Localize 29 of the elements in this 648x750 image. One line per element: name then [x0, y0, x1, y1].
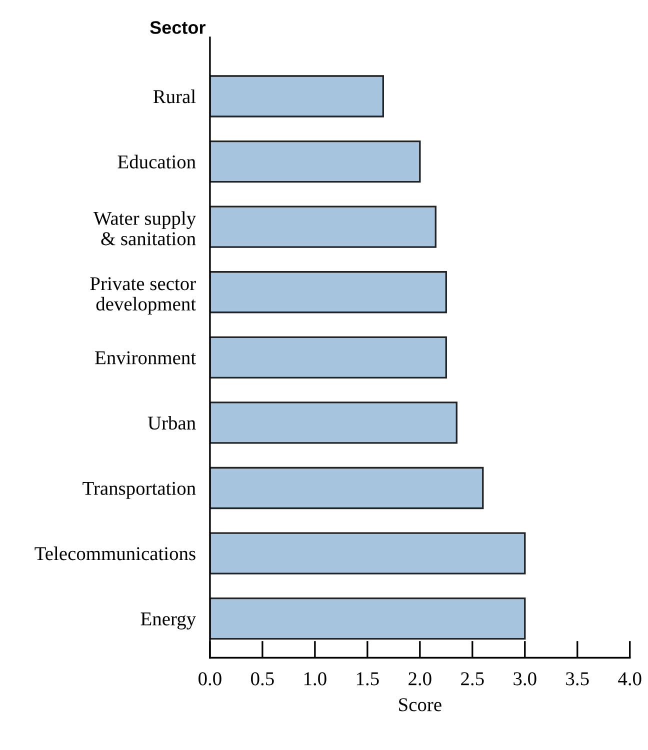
y-tick-label: Telecommunications — [34, 546, 196, 560]
bar — [210, 466, 484, 510]
bar — [210, 402, 458, 444]
y-tick-label: Private sector development — [90, 277, 196, 315]
x-tick-label: 3.5 — [566, 672, 589, 686]
y-tick-label: Education — [118, 154, 196, 168]
y-tick-label: Transportation — [82, 482, 196, 499]
x-tick-label: 2.0 — [408, 672, 432, 686]
bar — [210, 532, 526, 574]
bar — [210, 140, 421, 183]
x-tick-label: 0.0 — [198, 672, 222, 686]
y-tick-label: Water supply & sanitation — [93, 211, 196, 246]
bar — [210, 206, 436, 248]
y-axis-title: Sector — [150, 21, 206, 34]
bar — [210, 271, 447, 314]
x-axis-title: Score — [399, 698, 442, 712]
x-tick-label: 1.0 — [304, 672, 326, 686]
x-tick-label: 4.0 — [618, 672, 642, 686]
x-tick-label: 1.5 — [356, 672, 379, 686]
bar — [210, 598, 526, 640]
y-tick-label: Environment — [95, 351, 196, 364]
bar — [210, 336, 447, 378]
y-tick-label: Energy — [140, 612, 196, 630]
x-tick-label: 3.0 — [514, 672, 536, 686]
bar — [210, 75, 384, 118]
y-tick-label: Rural — [153, 90, 196, 104]
x-tick-label: 2.5 — [461, 672, 484, 686]
y-tick-label: Urban — [148, 416, 196, 430]
x-tick-label: 0.5 — [251, 672, 274, 686]
